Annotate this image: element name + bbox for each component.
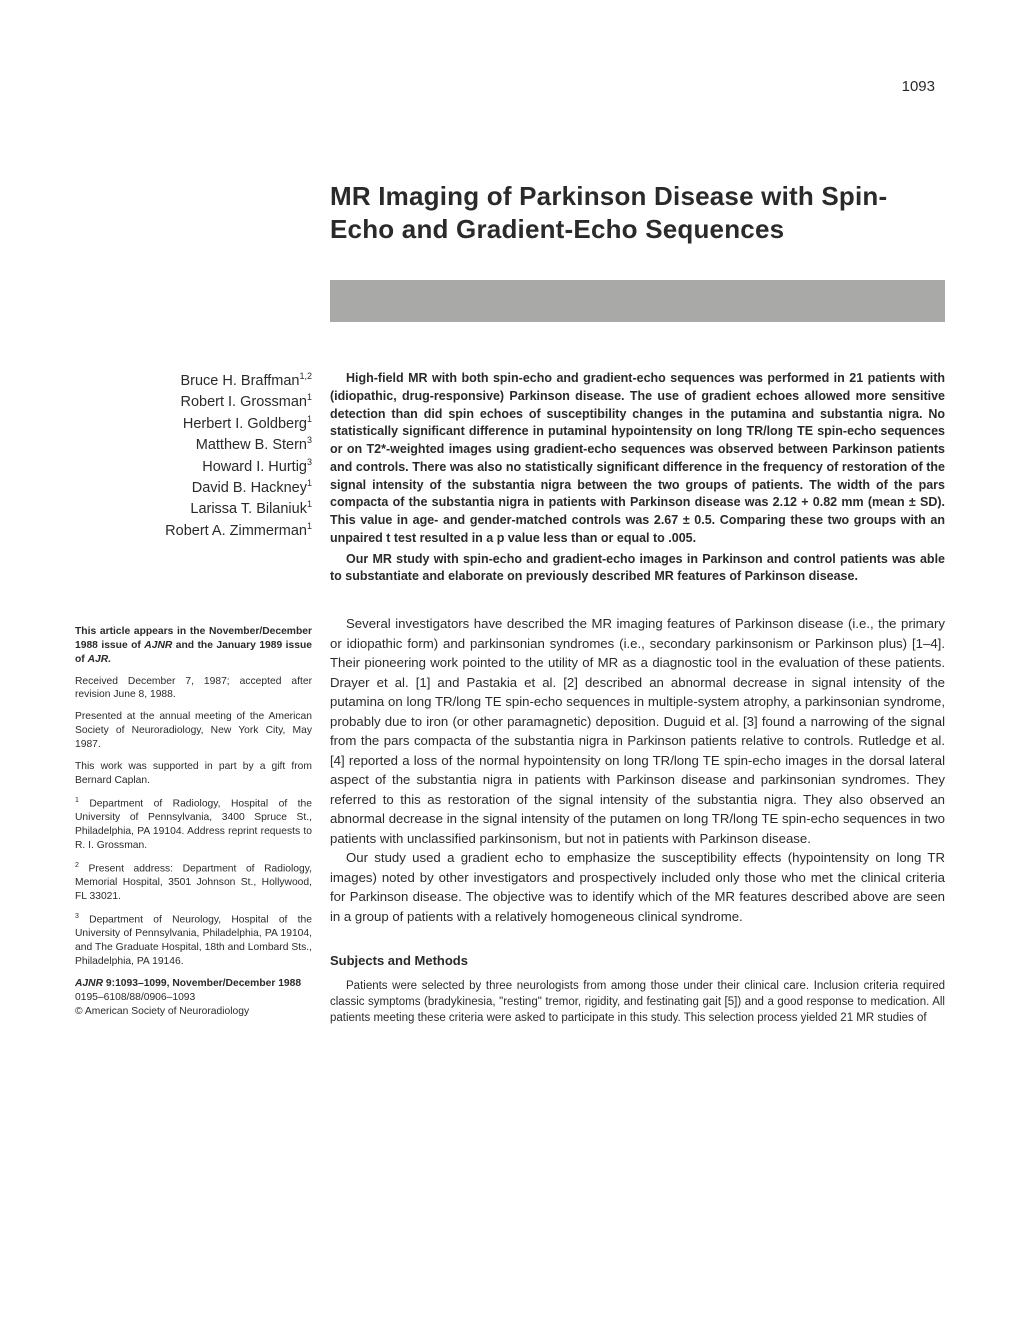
- citation: AJNR 9:1093–1099, November/December 1988…: [75, 977, 312, 1019]
- footnote: 2 Present address: Department of Radiolo…: [75, 861, 312, 904]
- methods-text: Patients were selected by three neurolog…: [330, 978, 945, 1027]
- footnotes: This article appears in the November/Dec…: [75, 625, 312, 1027]
- main-content: Bruce H. Braffman1,2 Robert I. Grossman1…: [75, 370, 945, 1026]
- author: Robert I. Grossman1: [75, 391, 312, 412]
- author: Matthew B. Stern3: [75, 434, 312, 455]
- right-column: High-field MR with both spin-echo and gr…: [330, 370, 945, 1026]
- footnote: 1 Department of Radiology, Hospital of t…: [75, 796, 312, 853]
- section-heading: Subjects and Methods: [330, 953, 945, 968]
- article-title: MR Imaging of Parkinson Disease with Spi…: [330, 180, 945, 245]
- author: David B. Hackney1: [75, 477, 312, 498]
- body-paragraph: Several investigators have described the…: [330, 614, 945, 848]
- footnote-header: This article appears in the November/Dec…: [75, 625, 312, 667]
- footnote: This work was supported in part by a gif…: [75, 760, 312, 788]
- author-list: Bruce H. Braffman1,2 Robert I. Grossman1…: [75, 370, 312, 541]
- methods-paragraph: Patients were selected by three neurolog…: [330, 978, 945, 1027]
- author: Howard I. Hurtig3: [75, 456, 312, 477]
- footnote: Presented at the annual meeting of the A…: [75, 710, 312, 752]
- decorative-bar: [330, 280, 945, 322]
- body-paragraph: Our study used a gradient echo to emphas…: [330, 848, 945, 926]
- author: Larissa T. Bilaniuk1: [75, 498, 312, 519]
- author: Bruce H. Braffman1,2: [75, 370, 312, 391]
- footnote: 3 Department of Neurology, Hospital of t…: [75, 912, 312, 969]
- abstract-paragraph: Our MR study with spin-echo and gradient…: [330, 551, 945, 587]
- left-column: Bruce H. Braffman1,2 Robert I. Grossman1…: [75, 370, 312, 1026]
- footnote: Received December 7, 1987; accepted afte…: [75, 675, 312, 703]
- author: Herbert I. Goldberg1: [75, 413, 312, 434]
- abstract-paragraph: High-field MR with both spin-echo and gr…: [330, 370, 945, 548]
- body-text: Several investigators have described the…: [330, 614, 945, 927]
- author: Robert A. Zimmerman1: [75, 520, 312, 541]
- abstract: High-field MR with both spin-echo and gr…: [330, 370, 945, 586]
- page-number: 1093: [902, 78, 935, 95]
